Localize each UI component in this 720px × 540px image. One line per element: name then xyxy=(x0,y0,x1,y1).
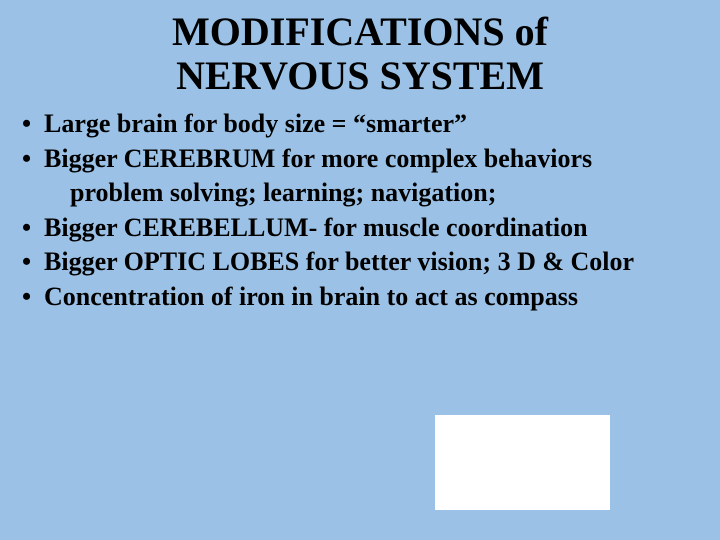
bullet-text: Concentration of iron in brain to act as… xyxy=(44,281,710,314)
bullet-icon: • xyxy=(20,246,44,279)
slide-container: MODIFICATIONS of NERVOUS SYSTEM • Large … xyxy=(0,0,720,540)
list-item: • Concentration of iron in brain to act … xyxy=(20,281,710,314)
bullet-text: Bigger CEREBRUM for more complex behavio… xyxy=(44,143,710,176)
list-item: • Bigger CEREBRUM for more complex behav… xyxy=(20,143,710,176)
bullet-icon: • xyxy=(20,212,44,245)
title-line-2: NERVOUS SYSTEM xyxy=(176,53,544,98)
bullet-text: Bigger CEREBELLUM- for muscle coordinati… xyxy=(44,212,710,245)
bullet-icon: • xyxy=(20,108,44,141)
list-item: • Bigger CEREBELLUM- for muscle coordina… xyxy=(20,212,710,245)
bullet-subline: problem solving; learning; navigation; xyxy=(70,177,710,210)
slide-title: MODIFICATIONS of NERVOUS SYSTEM xyxy=(0,0,720,108)
bullet-text: Bigger OPTIC LOBES for better vision; 3 … xyxy=(44,246,710,279)
bullet-list: • Large brain for body size = “smarter” … xyxy=(0,108,720,313)
bullet-icon: • xyxy=(20,143,44,176)
image-placeholder xyxy=(435,415,610,510)
list-item: • Bigger OPTIC LOBES for better vision; … xyxy=(20,246,710,279)
bullet-text: Large brain for body size = “smarter” xyxy=(44,108,710,141)
list-item: • Large brain for body size = “smarter” xyxy=(20,108,710,141)
title-line-1: MODIFICATIONS of xyxy=(172,9,548,54)
bullet-icon: • xyxy=(20,281,44,314)
